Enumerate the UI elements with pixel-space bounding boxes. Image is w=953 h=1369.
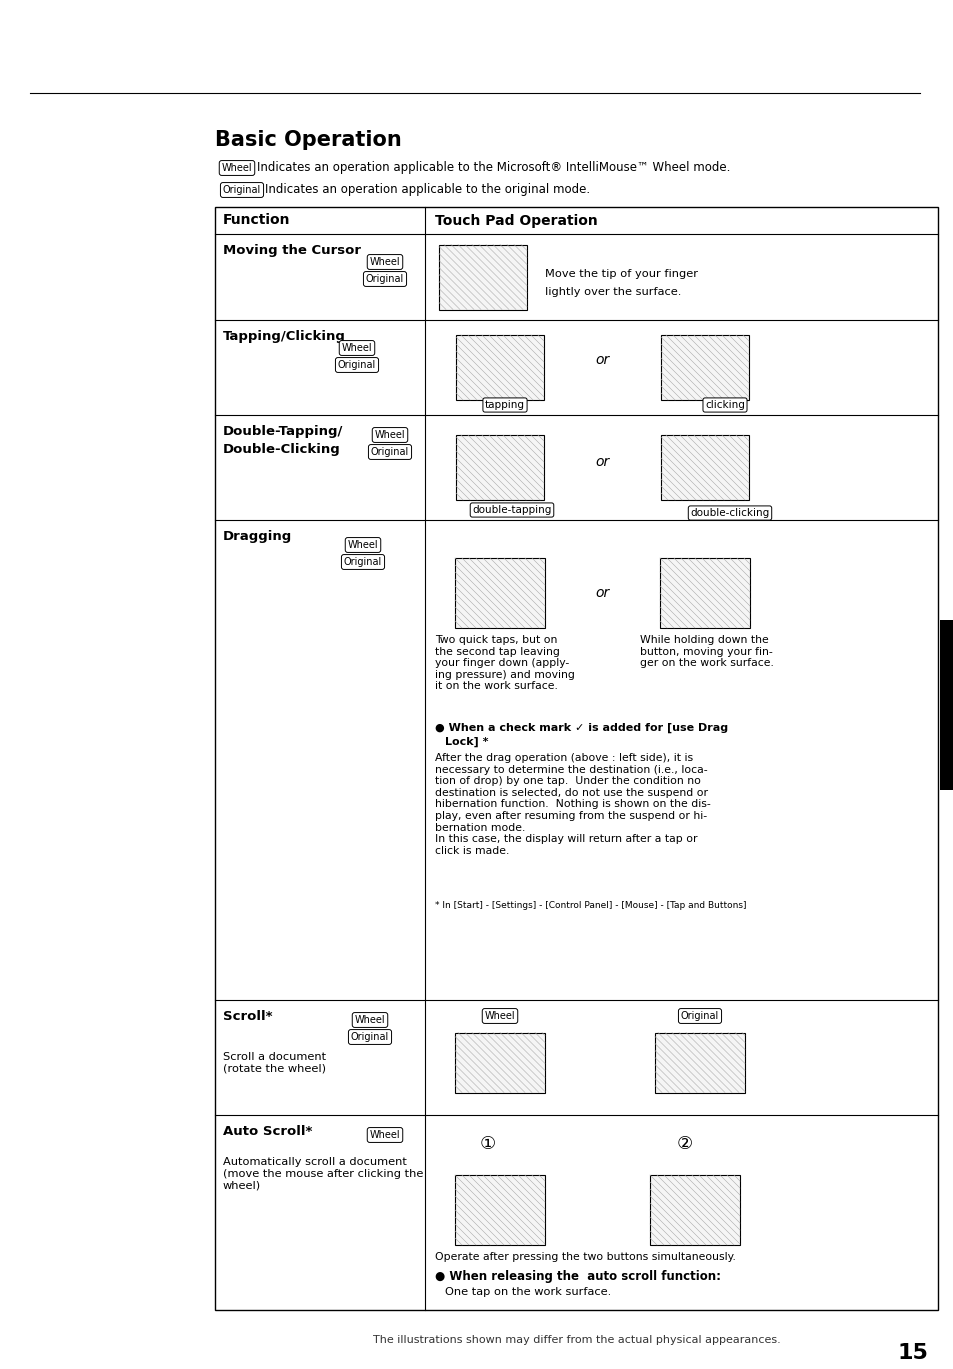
Text: ● When releasing the  auto scroll function:: ● When releasing the auto scroll functio… bbox=[435, 1270, 720, 1283]
Bar bbox=[939, 620, 953, 790]
Bar bbox=[659, 559, 749, 628]
Text: ①: ① bbox=[479, 1135, 496, 1153]
Text: clicking: clicking bbox=[704, 400, 744, 409]
Text: Operate after pressing the two buttons simultaneously.: Operate after pressing the two buttons s… bbox=[435, 1253, 735, 1262]
Text: Tapping/Clicking: Tapping/Clicking bbox=[223, 330, 346, 344]
Text: Wheel: Wheel bbox=[484, 1010, 515, 1021]
Text: Double-Tapping/: Double-Tapping/ bbox=[223, 424, 343, 438]
Text: Function: Function bbox=[223, 214, 291, 227]
Text: While holding down the
button, moving your fin-
ger on the work surface.: While holding down the button, moving yo… bbox=[639, 635, 773, 668]
Text: Original: Original bbox=[337, 360, 375, 370]
Text: lightly over the surface.: lightly over the surface. bbox=[544, 287, 680, 297]
Text: ● When a check mark ✓ is added for [use Drag: ● When a check mark ✓ is added for [use … bbox=[435, 723, 727, 734]
Bar bbox=[655, 1032, 744, 1092]
Bar bbox=[660, 335, 748, 400]
Bar bbox=[456, 435, 543, 500]
Text: or: or bbox=[595, 586, 609, 600]
Bar bbox=[455, 559, 544, 628]
Text: or: or bbox=[595, 352, 609, 367]
Text: Wheel: Wheel bbox=[375, 430, 405, 439]
Text: The illustrations shown may differ from the actual physical appearances.: The illustrations shown may differ from … bbox=[373, 1335, 780, 1344]
Text: Scroll a document
(rotate the wheel): Scroll a document (rotate the wheel) bbox=[223, 1051, 326, 1073]
Text: Original: Original bbox=[366, 274, 404, 283]
Text: Two quick taps, but on
the second tap leaving
your finger down (apply-
ing press: Two quick taps, but on the second tap le… bbox=[435, 635, 575, 691]
Text: Automatically scroll a document
(move the mouse after clicking the
wheel): Automatically scroll a document (move th… bbox=[223, 1157, 423, 1190]
Text: Move the tip of your finger: Move the tip of your finger bbox=[544, 268, 698, 279]
Text: Original: Original bbox=[223, 185, 261, 194]
Bar bbox=[455, 1032, 544, 1092]
Text: Original: Original bbox=[351, 1032, 389, 1042]
Bar bbox=[649, 1175, 740, 1244]
Text: 15: 15 bbox=[896, 1343, 927, 1364]
Text: Indicates an operation applicable to the original mode.: Indicates an operation applicable to the… bbox=[265, 183, 590, 197]
Bar bbox=[660, 435, 748, 500]
Text: double-clicking: double-clicking bbox=[690, 508, 769, 517]
Text: Original: Original bbox=[343, 557, 382, 567]
Text: Wheel: Wheel bbox=[341, 344, 372, 353]
Text: Wheel: Wheel bbox=[355, 1014, 385, 1025]
Text: ②: ② bbox=[677, 1135, 692, 1153]
Text: Indicates an operation applicable to the Microsoft® IntelliMouse™ Wheel mode.: Indicates an operation applicable to the… bbox=[256, 162, 730, 174]
Bar bbox=[456, 335, 543, 400]
Text: One tap on the work surface.: One tap on the work surface. bbox=[444, 1287, 611, 1296]
Text: Wheel: Wheel bbox=[347, 539, 378, 550]
Text: Basic Operation: Basic Operation bbox=[214, 130, 401, 151]
Bar bbox=[455, 1175, 544, 1244]
Bar bbox=[214, 207, 937, 1310]
Text: Auto Scroll*: Auto Scroll* bbox=[223, 1125, 312, 1138]
Text: double-tapping: double-tapping bbox=[472, 505, 551, 515]
Text: Lock] *: Lock] * bbox=[444, 737, 488, 747]
Text: Double-Clicking: Double-Clicking bbox=[223, 444, 340, 456]
Text: tapping: tapping bbox=[484, 400, 524, 409]
Bar bbox=[438, 245, 526, 309]
Text: Original: Original bbox=[371, 448, 409, 457]
Text: * In [Start] - [Settings] - [Control Panel] - [Mouse] - [Tap and Buttons]: * In [Start] - [Settings] - [Control Pan… bbox=[435, 901, 745, 910]
Text: After the drag operation (above : left side), it is
necessary to determine the d: After the drag operation (above : left s… bbox=[435, 753, 710, 856]
Text: Touch Pad Operation: Touch Pad Operation bbox=[435, 214, 598, 227]
Text: Wheel: Wheel bbox=[370, 257, 400, 267]
Text: Dragging: Dragging bbox=[223, 530, 292, 543]
Text: Wheel: Wheel bbox=[370, 1129, 400, 1140]
Text: Moving the Cursor: Moving the Cursor bbox=[223, 244, 360, 257]
Text: Scroll*: Scroll* bbox=[223, 1010, 273, 1023]
Text: Wheel: Wheel bbox=[221, 163, 252, 172]
Text: Original: Original bbox=[680, 1010, 719, 1021]
Text: or: or bbox=[595, 456, 609, 470]
